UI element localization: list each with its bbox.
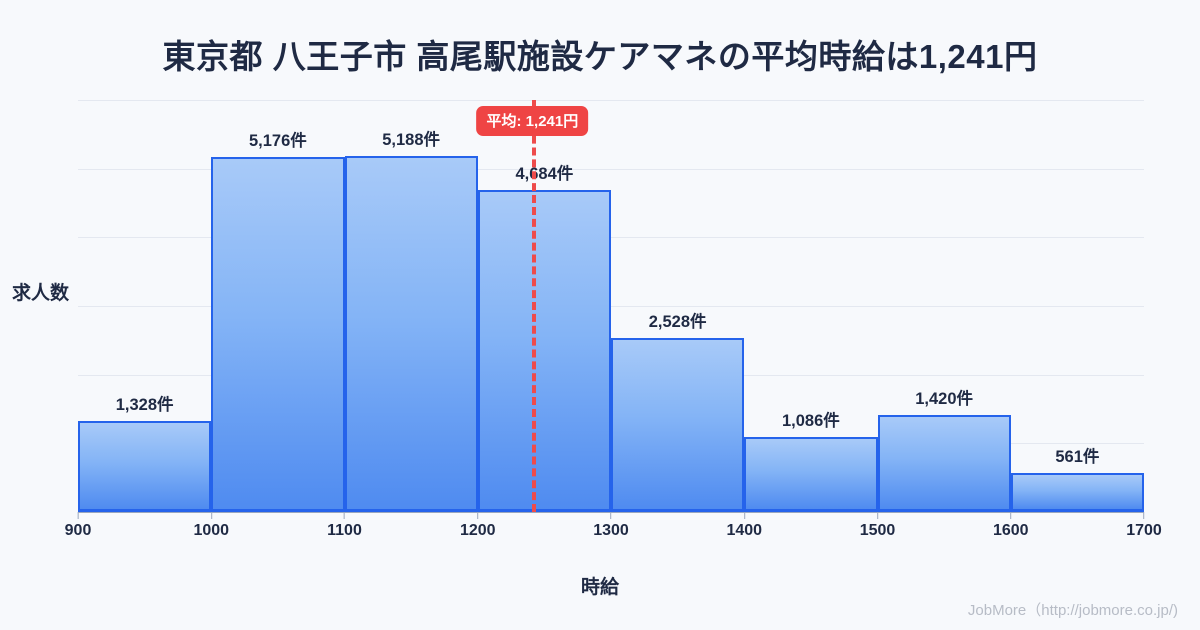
histogram-bars: 1,328件 5,176件 5,188件 4,684件 2,528件 1,086件 1,42…: [78, 100, 1144, 512]
bar-slot: 4,684件: [477, 100, 611, 512]
x-axis-tick: 1600: [993, 512, 1029, 540]
histogram-bar[interactable]: [477, 190, 611, 512]
histogram-bar[interactable]: [744, 437, 878, 512]
bar-value-label: 561件: [1055, 448, 1100, 467]
x-axis-tick: 900: [64, 512, 92, 540]
tick-mark: [877, 512, 878, 519]
bar-slot: 1,086件: [744, 100, 878, 512]
bar-value-label: 5,176件: [248, 131, 307, 150]
histogram-bar[interactable]: [611, 338, 745, 512]
bar-value-label: 1,086件: [781, 412, 840, 431]
x-axis-tick-label: 1700: [1126, 522, 1162, 539]
tick-mark: [1143, 512, 1145, 519]
x-axis-tick: 1400: [726, 512, 762, 540]
bar-slot: 1,328件: [78, 100, 212, 512]
tick-mark: [477, 512, 479, 519]
tick-mark: [210, 512, 212, 519]
x-axis-tick-label: 900: [64, 522, 92, 539]
tick-mark: [610, 512, 612, 519]
x-axis-tick-label: 1500: [859, 522, 896, 539]
x-axis-tick: 1700: [1126, 512, 1162, 540]
bar-value-label: 5,188件: [382, 130, 441, 149]
x-axis-tick-label: 1400: [726, 522, 763, 539]
histogram-bar[interactable]: [211, 156, 345, 512]
tick-mark: [77, 512, 79, 519]
x-axis-tick: 1200: [460, 512, 496, 540]
watermark-credit: JobMore（http://jobmore.co.jp/): [967, 602, 1178, 619]
x-axis-tick: 1300: [593, 512, 629, 540]
x-axis-label: 時給: [580, 577, 619, 598]
tick-mark: [743, 512, 745, 519]
average-line: [532, 100, 537, 512]
bar-slot: 1,420件: [877, 100, 1011, 512]
bar-slot: 5,188件: [344, 100, 478, 512]
tick-mark: [344, 512, 345, 519]
x-axis-tick-label: 1300: [593, 522, 629, 539]
x-axis-tick-label: 1600: [992, 522, 1029, 539]
tick-mark: [1010, 512, 1012, 519]
x-axis-tick: 1500: [859, 512, 896, 540]
bar-value-label: 1,420件: [915, 389, 974, 408]
x-axis-tick-label: 1000: [193, 522, 230, 539]
bar-slot: 5,176件: [211, 100, 345, 512]
histogram-bar[interactable]: [1010, 473, 1144, 512]
bar-value-label: 2,528件: [648, 313, 707, 332]
plot-area: 1,328件 5,176件 5,188件 4,684件 2,528件 1,086件 1,42…: [78, 100, 1144, 512]
bar-value-label: 4,684件: [515, 165, 574, 184]
x-axis-tick-label: 1200: [459, 522, 496, 539]
histogram-bar[interactable]: [78, 420, 212, 512]
x-axis-tick: 1100: [327, 512, 362, 540]
bar-slot: 561件: [1010, 100, 1144, 512]
x-axis-ticks: 900 1000 1100 1200 1300 1400 1500 1600 1700: [65, 512, 1162, 542]
x-axis-tick-label: 1100: [327, 522, 362, 539]
bar-value-label: 1,328件: [115, 395, 174, 414]
histogram-bar[interactable]: [344, 155, 478, 512]
histogram-bar[interactable]: [877, 414, 1011, 512]
page-title: 東京都 八王子市 高尾駅施設ケアマネの平均時給は1,241円: [162, 38, 1038, 75]
average-badge: 平均: 1,241円: [476, 106, 589, 136]
y-axis-label: 求人数: [12, 283, 70, 304]
bar-slot: 2,528件: [611, 100, 745, 512]
x-axis-tick: 1000: [193, 512, 229, 540]
